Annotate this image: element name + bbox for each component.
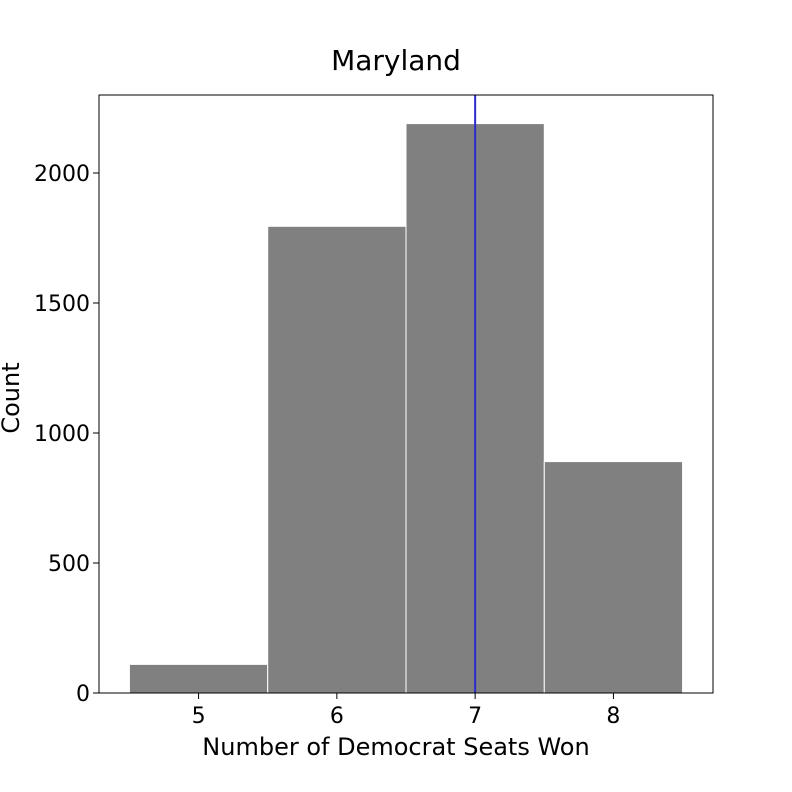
- y-tick-label: 1500: [34, 292, 90, 317]
- y-axis-label: Count: [0, 362, 25, 433]
- y-axis-ticks: 0 500 1000 1500 2000: [34, 162, 99, 707]
- bars-layer: [129, 124, 682, 693]
- y-tick-label: 500: [48, 552, 90, 577]
- y-tick-label: 2000: [34, 162, 90, 187]
- histogram-bar-8: [544, 462, 682, 693]
- x-tick-label: 5: [192, 704, 206, 729]
- x-axis-ticks: 5 6 7 8: [192, 693, 621, 729]
- histogram-bar-6: [268, 226, 406, 693]
- x-tick-label: 7: [468, 704, 482, 729]
- x-tick-label: 6: [330, 704, 344, 729]
- chart-title: Maryland: [331, 44, 461, 77]
- x-axis-label: Number of Democrat Seats Won: [202, 733, 589, 761]
- x-tick-label: 8: [606, 704, 620, 729]
- y-tick-label: 0: [76, 682, 90, 707]
- y-tick-label: 1000: [34, 422, 90, 447]
- histogram-bar-5: [129, 664, 267, 693]
